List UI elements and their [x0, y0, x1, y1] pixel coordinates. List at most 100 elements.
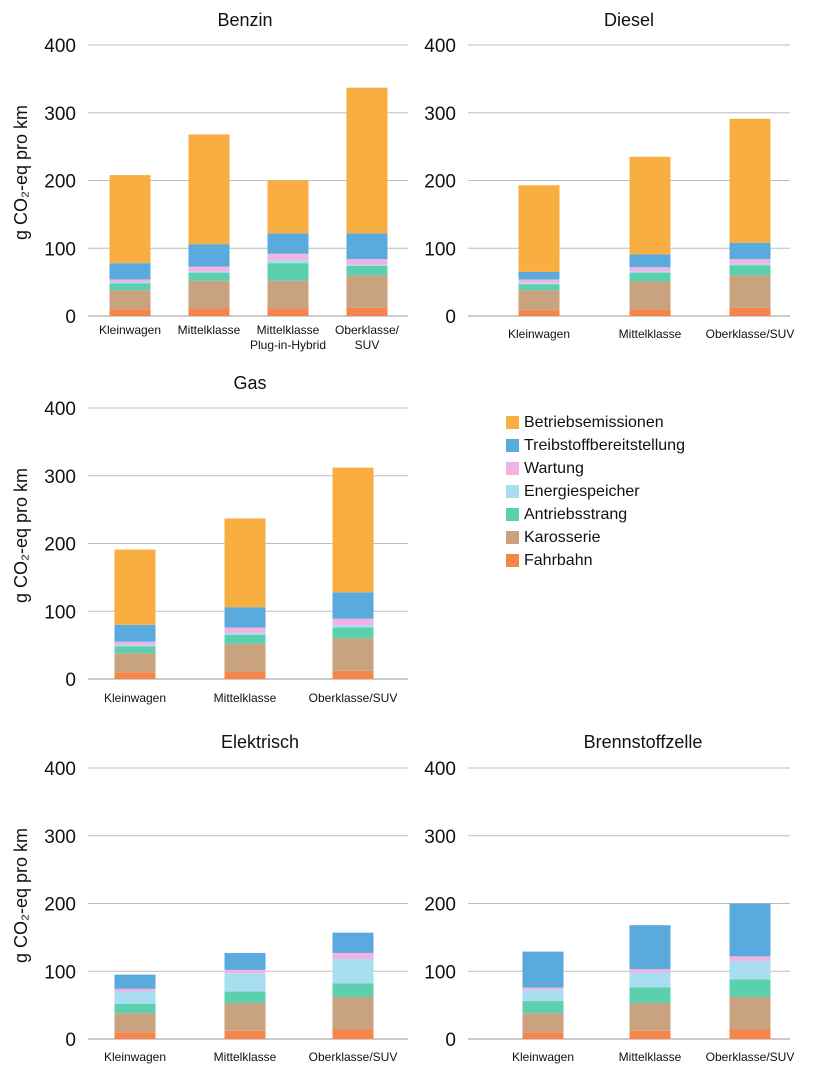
bar-segment-energiespeicher [346, 264, 388, 266]
category-label: Oberklasse/SUV [309, 1050, 398, 1064]
bar-segment-energiespeicher [109, 282, 151, 284]
bar-segment-energiespeicher [729, 263, 771, 266]
y-tick-label: 100 [44, 239, 76, 260]
bar-segment-treibstoffbereitstellung [346, 233, 388, 260]
bar-segment-wartung [522, 987, 564, 990]
bar-segment-energiespeicher [114, 645, 156, 647]
bar-segment-treibstoffbereitstellung [629, 254, 671, 268]
legend-swatch [506, 485, 519, 498]
y-tick-label: 400 [44, 759, 76, 780]
bar-segment-antriebsstrang [332, 627, 374, 639]
y-tick-label: 0 [445, 1030, 456, 1051]
bar-segment-energiespeicher [332, 959, 374, 984]
bar-segment-karosserie [518, 290, 560, 311]
bar-segment-antriebsstrang [629, 987, 671, 1004]
category-label: Mittelklasse [178, 323, 241, 337]
category-label: Mittelklasse [257, 323, 320, 337]
bar-segment-energiespeicher [267, 259, 309, 264]
bar-segment-antriebsstrang [729, 979, 771, 997]
bar-segment-treibstoffbereitstellung [332, 932, 374, 953]
chart-title: Gas [233, 373, 266, 393]
category-label: Kleinwagen [99, 323, 161, 337]
y-tick-label: 200 [44, 535, 76, 556]
y-tick-label: 0 [65, 670, 76, 691]
bar-segment-treibstoffbereitstellung [729, 242, 771, 260]
bar-segment-treibstoffbereitstellung [332, 592, 374, 619]
y-tick-label: 100 [424, 962, 456, 983]
bar-segment-antriebsstrang [224, 991, 266, 1004]
bar-segment-fahrbahn [109, 309, 151, 316]
chart-2: 0 100 200 300 400 Gas g CO₂-eq pro km Kleinwage… [11, 373, 408, 705]
bar-segment-fahrbahn [522, 1032, 564, 1039]
bar-segment-treibstoffbereitstellung [729, 903, 771, 957]
chart-0: 0 100 200 300 400 Benzin g CO₂-eq pro km Kleinw… [11, 10, 408, 352]
legend-item-fahrbahn: Fahrbahn [506, 549, 685, 572]
bar-segment-energiespeicher [188, 271, 230, 273]
legend-item-betrieb: Betriebsemissionen [506, 411, 685, 434]
bar-segment-karosserie [346, 275, 388, 308]
bar-segment-treibstoffbereitstellung [267, 233, 309, 254]
bar-segment-wartung [188, 266, 230, 272]
bar-segment-fahrbahn [629, 309, 671, 316]
bar-segment-betriebsemissionen [267, 180, 309, 234]
y-tick-label: 200 [424, 172, 456, 193]
legend-swatch [506, 462, 519, 475]
bar-segment-betriebsemissionen [109, 175, 151, 264]
legend-swatch [506, 554, 519, 567]
legend-swatch [506, 531, 519, 544]
bar-segment-antriebsstrang [109, 283, 151, 291]
bar-segment-energiespeicher [522, 989, 564, 1002]
category-label: Oberklasse/ [335, 323, 400, 337]
bar-segment-wartung [729, 259, 771, 264]
bar-segment-energiespeicher [224, 973, 266, 992]
bar-segment-antriebsstrang [522, 1001, 564, 1014]
bar-segment-treibstoffbereitstellung [518, 271, 560, 280]
bar-segment-karosserie [522, 1013, 564, 1033]
chart-4: 0 100 200 300 400 Brennstoffzelle Kleinwagen Mi… [424, 732, 794, 1064]
bar-segment-fahrbahn [346, 307, 388, 316]
y-tick-label: 400 [44, 36, 76, 57]
bar-segment-energiespeicher [518, 282, 560, 285]
bar-segment-betriebsemissionen [346, 87, 388, 234]
category-label: Mittelklasse [214, 691, 277, 705]
bar-segment-wartung [346, 259, 388, 265]
y-tick-label: 200 [424, 895, 456, 916]
bar-segment-energiespeicher [332, 625, 374, 628]
chart-title: Elektrisch [221, 732, 299, 752]
y-tick-label: 300 [424, 104, 456, 125]
legend-item-karosserie: Karosserie [506, 526, 685, 549]
bar-segment-fahrbahn [114, 672, 156, 679]
category-label: Plug-in-Hybrid [250, 338, 326, 352]
y-tick-label: 200 [44, 895, 76, 916]
bar-segment-betriebsemissionen [332, 467, 374, 593]
chart-3: 0 100 200 300 400 Elektrisch g CO₂-eq pro km Kl… [11, 732, 408, 1064]
y-tick-label: 400 [44, 399, 76, 420]
legend-label: Antriebsstrang [524, 505, 628, 523]
bar-segment-karosserie [188, 280, 230, 309]
y-tick-label: 300 [424, 827, 456, 848]
y-tick-label: 300 [44, 827, 76, 848]
chart-title: Diesel [604, 10, 654, 30]
bar-segment-energiespeicher [224, 632, 266, 635]
bar-segment-antriebsstrang [188, 272, 230, 281]
legend-label: Energiespeicher [524, 482, 640, 500]
bar-segment-antriebsstrang [729, 265, 771, 276]
bar-segment-betriebsemissionen [114, 549, 156, 625]
legend-label: Betriebsemissionen [524, 413, 664, 431]
y-tick-label: 300 [44, 104, 76, 125]
category-label: Kleinwagen [104, 691, 166, 705]
bar-segment-energiespeicher [629, 271, 671, 273]
bar-segment-fahrbahn [224, 1030, 266, 1039]
y-tick-label: 400 [424, 36, 456, 57]
bar-segment-karosserie [114, 1013, 156, 1033]
bar-segment-karosserie [114, 653, 156, 673]
y-tick-label: 0 [445, 307, 456, 328]
bar-segment-wartung [729, 956, 771, 962]
bar-segment-karosserie [224, 1003, 266, 1031]
legend-label: Fahrbahn [524, 551, 593, 569]
category-label: Kleinwagen [508, 327, 570, 341]
bar-segment-karosserie [629, 1003, 671, 1031]
category-label: Mittelklasse [619, 1050, 682, 1064]
bar-segment-betriebsemissionen [629, 156, 671, 255]
bar-segment-wartung [629, 267, 671, 272]
